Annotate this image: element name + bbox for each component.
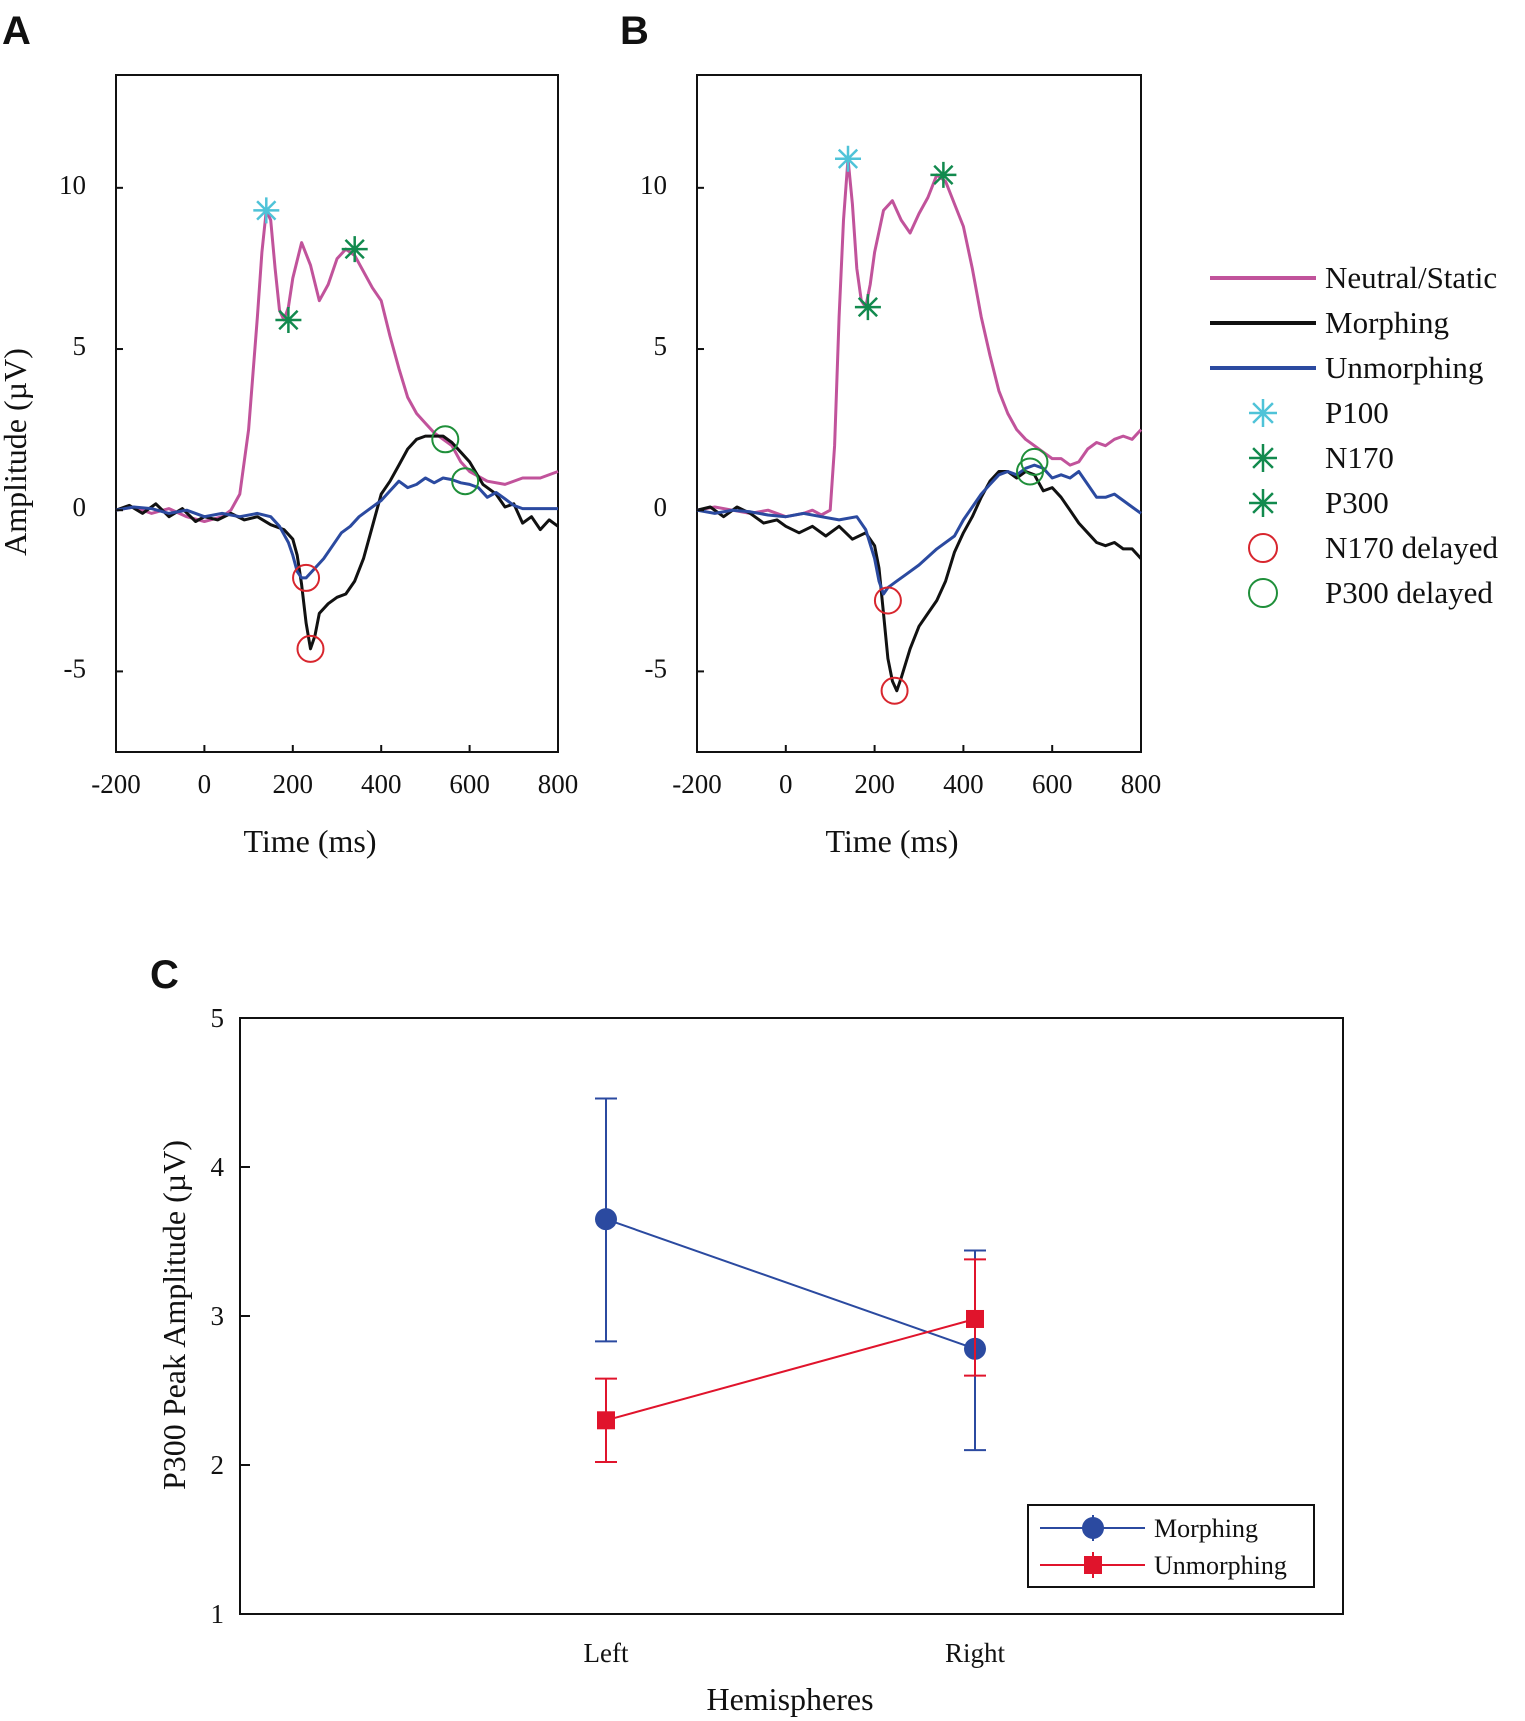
y-tick-label: 1 — [211, 1599, 225, 1629]
panel-c: C 1 2 3 4 5 Left Right Hemispheres P300 Peak A… — [150, 953, 1344, 1717]
x-tick-label: 800 — [1121, 769, 1162, 799]
series-line-neutral-static — [115, 208, 559, 523]
x-tick-label: 200 — [273, 769, 314, 799]
legend-swatch-p300-delayed — [1248, 578, 1278, 608]
x-tick-label: 400 — [943, 769, 984, 799]
y-tick-label: 2 — [211, 1450, 225, 1480]
data-point-unmorphing — [597, 1411, 615, 1430]
series-line-unmorphing — [696, 463, 1142, 596]
x-tick-label-left: Left — [584, 1638, 629, 1668]
tick-layer-b: -200 0 200 400 600 800 -5 0 5 10 — [640, 170, 1161, 799]
y-tick-label: 4 — [211, 1152, 225, 1182]
legend-label-neutral-static: Neutral/Static — [1325, 260, 1497, 295]
legend-ab: Neutral/Static Morphing Unmorphing P100 N170… — [1210, 260, 1499, 610]
marker-p300 — [341, 236, 368, 263]
marker-layer-b — [835, 145, 1049, 705]
series-layer-a — [115, 208, 559, 651]
y-tick-label: 5 — [654, 331, 668, 361]
legend-marker-morphing — [1082, 1517, 1104, 1539]
series-layer-b — [696, 157, 1143, 693]
series-layer-c — [595, 1097, 986, 1464]
y-tick-label: 0 — [73, 492, 87, 522]
marker-n170-delayed — [292, 563, 321, 592]
panel-a: A -200 0 200 400 600 800 -5 0 5 10 Time (ms) Ampl… — [0, 9, 578, 859]
y-tick-label: 10 — [59, 170, 86, 200]
x-tick-label: 0 — [198, 769, 212, 799]
legend-label-p300-delayed: P300 delayed — [1325, 575, 1493, 610]
series-line-unmorphing — [605, 1318, 976, 1422]
y-tick-label: 5 — [73, 331, 87, 361]
marker-n170 — [854, 294, 881, 321]
y-axis-label-c: P300 Peak Amplitude (µV) — [156, 1140, 192, 1490]
legend-swatch-n170 — [1249, 444, 1277, 472]
legend-label-morphing: Morphing — [1325, 305, 1449, 340]
legend-label-unmorphing: Unmorphing — [1154, 1551, 1287, 1580]
tick-layer-c: 1 2 3 4 5 Left Right — [211, 1003, 1006, 1668]
legend-label-morphing: Morphing — [1154, 1514, 1258, 1543]
y-tick-label: -5 — [645, 653, 668, 683]
plot-frame-b — [696, 74, 1142, 753]
marker-p100 — [253, 197, 280, 224]
x-tick-label: 200 — [854, 769, 895, 799]
panel-label-c: C — [150, 953, 179, 997]
marker-layer-a — [253, 197, 480, 663]
x-tick-label: 600 — [1032, 769, 1073, 799]
marker-n170-delayed — [873, 586, 902, 615]
x-axis-label-a: Time (ms) — [243, 823, 376, 859]
x-tick-label: -200 — [91, 769, 141, 799]
legend-label-p100: P100 — [1325, 395, 1389, 430]
marker-n170-delayed — [296, 634, 325, 663]
legend-swatch-p100 — [1249, 399, 1277, 427]
x-tick-label: -200 — [672, 769, 722, 799]
y-axis-label-a: Amplitude (µV) — [0, 348, 33, 556]
marker-n170 — [275, 307, 302, 333]
data-point-unmorphing — [966, 1309, 984, 1328]
x-tick-label: 800 — [538, 769, 579, 799]
series-line-morphing — [115, 434, 559, 651]
legend-label-n170-delayed: N170 delayed — [1325, 530, 1499, 565]
x-tick-label: 0 — [779, 769, 793, 799]
marker-p100 — [835, 145, 861, 172]
x-axis-label-b: Time (ms) — [825, 823, 958, 859]
legend-label-n170: N170 — [1325, 440, 1394, 475]
x-tick-label: 600 — [449, 769, 490, 799]
series-line-morphing — [696, 470, 1143, 693]
y-tick-label: 3 — [211, 1301, 225, 1331]
marker-p300-delayed — [451, 467, 480, 496]
legend-box-c — [1027, 1504, 1315, 1588]
x-axis-label-c: Hemispheres — [706, 1681, 873, 1717]
tick-layer-a: -200 0 200 400 600 800 -5 0 5 10 — [59, 170, 578, 799]
panel-label-b: B — [620, 9, 649, 53]
data-point-morphing — [595, 1208, 617, 1231]
marker-p300-delayed — [1020, 447, 1049, 476]
marker-p300-delayed — [431, 425, 460, 454]
y-tick-label: 5 — [211, 1003, 225, 1033]
y-tick-label: 0 — [654, 492, 668, 522]
series-line-unmorphing — [115, 476, 558, 580]
marker-n170-delayed — [880, 676, 909, 705]
legend-swatch-n170-delayed — [1248, 533, 1278, 563]
marker-p300 — [930, 161, 957, 188]
legend-c: Morphing Unmorphing — [1027, 1504, 1315, 1588]
x-tick-label-right: Right — [945, 1638, 1006, 1668]
legend-label-unmorphing: Unmorphing — [1325, 350, 1483, 385]
panel-label-a: A — [2, 9, 31, 53]
legend-swatch-p300 — [1249, 489, 1277, 517]
x-tick-label: 400 — [361, 769, 402, 799]
y-tick-label: 10 — [640, 170, 667, 200]
legend-marker-unmorphing — [1084, 1556, 1102, 1574]
series-line-neutral-static — [696, 157, 1143, 519]
panel-b: B -200 0 200 400 600 800 -5 0 5 10 Time (ms) — [620, 9, 1161, 859]
y-tick-label: -5 — [64, 653, 87, 683]
series-line-morphing — [605, 1218, 976, 1350]
legend-label-p300: P300 — [1325, 485, 1389, 520]
plot-frame-a — [115, 74, 559, 753]
